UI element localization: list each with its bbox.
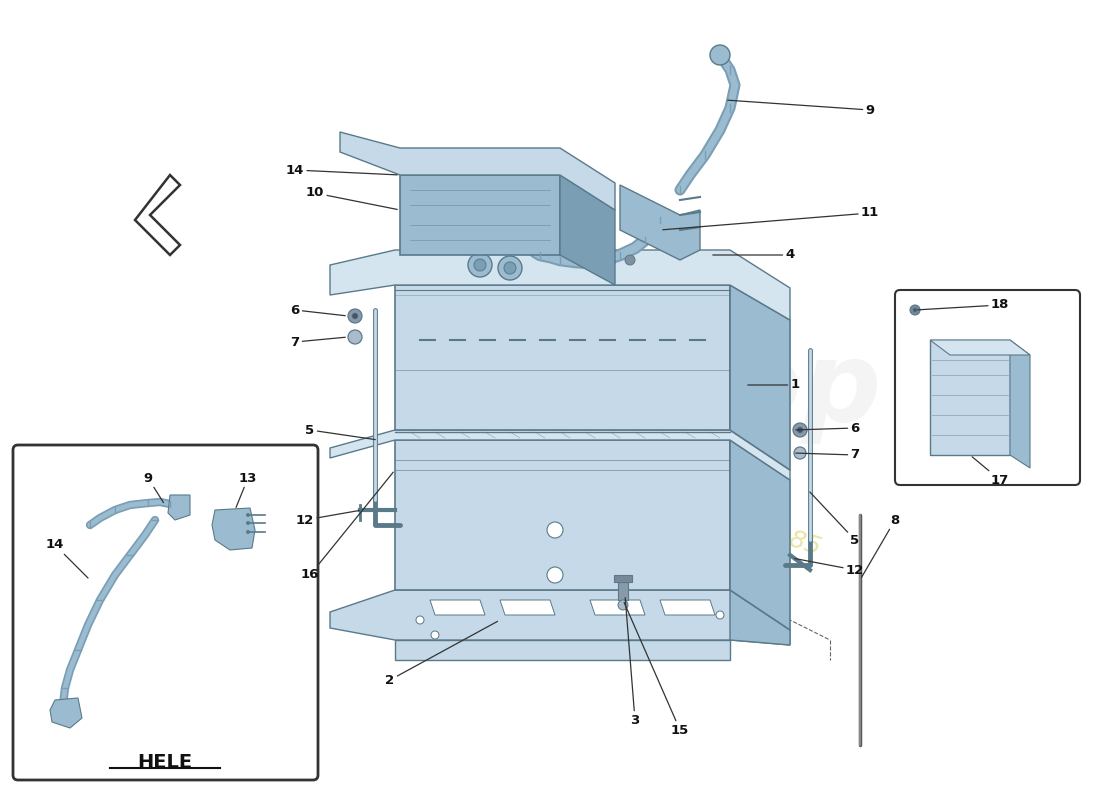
Polygon shape — [620, 185, 700, 260]
FancyBboxPatch shape — [895, 290, 1080, 485]
Polygon shape — [168, 495, 190, 520]
Circle shape — [716, 611, 724, 619]
Polygon shape — [730, 440, 790, 630]
Text: 8: 8 — [861, 514, 900, 578]
Circle shape — [547, 522, 563, 538]
Polygon shape — [1010, 340, 1030, 468]
Circle shape — [431, 631, 439, 639]
Text: 9: 9 — [728, 100, 874, 117]
Circle shape — [246, 530, 250, 534]
Text: 14: 14 — [46, 538, 88, 578]
Circle shape — [348, 309, 362, 323]
Polygon shape — [590, 600, 645, 615]
Polygon shape — [395, 285, 730, 430]
Circle shape — [625, 255, 635, 265]
Polygon shape — [618, 582, 628, 600]
Text: a passion for parts since 1985: a passion for parts since 1985 — [456, 420, 823, 560]
Polygon shape — [730, 285, 790, 470]
Circle shape — [605, 257, 615, 267]
Circle shape — [474, 259, 486, 271]
Polygon shape — [730, 590, 790, 645]
Polygon shape — [614, 575, 632, 582]
Polygon shape — [500, 600, 556, 615]
Circle shape — [246, 513, 250, 517]
Circle shape — [618, 600, 628, 610]
Text: 18: 18 — [917, 298, 1009, 311]
FancyBboxPatch shape — [13, 445, 318, 780]
Circle shape — [575, 255, 585, 265]
Text: 4: 4 — [713, 249, 794, 262]
Text: 10: 10 — [306, 186, 397, 210]
Circle shape — [348, 330, 362, 344]
Text: 15: 15 — [624, 602, 689, 737]
Text: 14: 14 — [286, 163, 397, 177]
Polygon shape — [930, 340, 1010, 455]
Circle shape — [793, 423, 807, 437]
Polygon shape — [430, 600, 485, 615]
Circle shape — [547, 567, 563, 583]
Polygon shape — [50, 698, 82, 728]
Text: 13: 13 — [236, 471, 257, 507]
Polygon shape — [330, 250, 790, 320]
Text: 2: 2 — [385, 622, 497, 686]
Polygon shape — [212, 508, 255, 550]
Circle shape — [910, 305, 920, 315]
Circle shape — [352, 313, 358, 319]
Text: 5: 5 — [306, 423, 375, 439]
Polygon shape — [395, 440, 730, 590]
Text: 9: 9 — [143, 471, 164, 502]
Text: 12: 12 — [794, 558, 865, 577]
Polygon shape — [135, 175, 180, 255]
Text: 6: 6 — [795, 422, 859, 434]
Polygon shape — [395, 640, 730, 660]
Text: 5: 5 — [810, 492, 859, 546]
Circle shape — [504, 262, 516, 274]
Circle shape — [913, 308, 917, 312]
Polygon shape — [330, 430, 790, 480]
Text: 7: 7 — [290, 335, 345, 349]
Polygon shape — [560, 175, 615, 285]
Text: HELE: HELE — [138, 753, 192, 771]
Circle shape — [416, 616, 424, 624]
Polygon shape — [330, 590, 790, 645]
Text: 11: 11 — [663, 206, 879, 230]
Text: 6: 6 — [290, 303, 345, 317]
Text: 16: 16 — [300, 472, 394, 582]
Text: 12: 12 — [296, 510, 360, 526]
Circle shape — [498, 256, 522, 280]
Circle shape — [246, 521, 250, 525]
Circle shape — [710, 45, 730, 65]
Text: 3: 3 — [625, 598, 639, 726]
Polygon shape — [660, 600, 715, 615]
Text: 1: 1 — [748, 378, 800, 391]
Circle shape — [468, 253, 492, 277]
Polygon shape — [400, 175, 560, 255]
Text: 17: 17 — [972, 457, 1009, 486]
Circle shape — [794, 447, 806, 459]
Text: europ: europ — [517, 337, 882, 443]
Polygon shape — [930, 340, 1030, 355]
Circle shape — [798, 427, 803, 433]
Text: 7: 7 — [795, 449, 859, 462]
Polygon shape — [340, 132, 615, 210]
